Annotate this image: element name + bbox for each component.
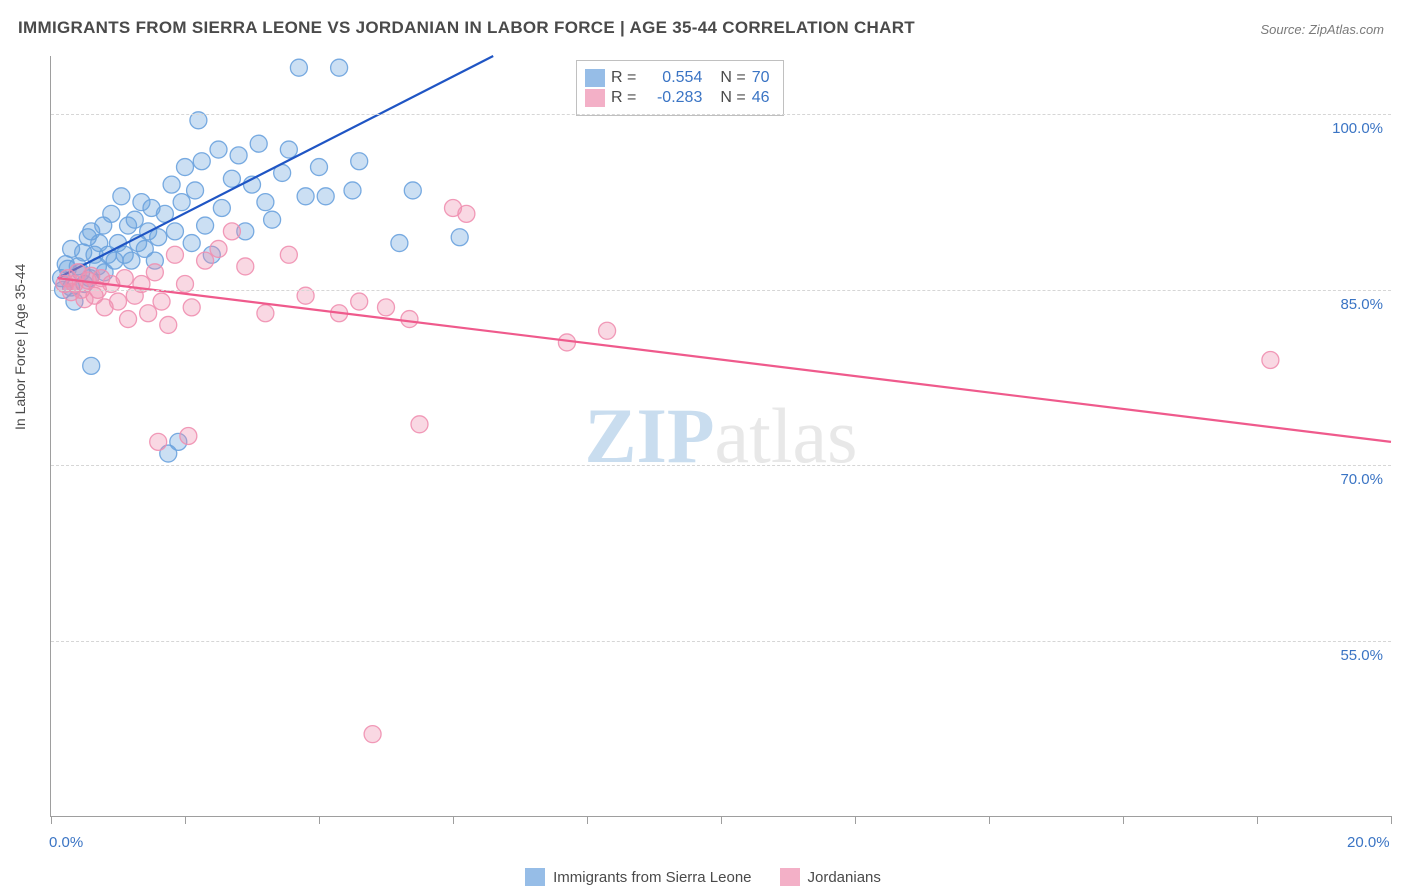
legend-label-series1: Immigrants from Sierra Leone [553,869,751,886]
y-axis-label: In Labor Force | Age 35-44 [12,264,28,430]
r-value-series1: 0.554 [642,69,702,87]
y-tick-label: 70.0% [1340,471,1383,488]
r-label: R = [611,89,636,107]
stats-row-series2: R = -0.283 N = 46 [585,89,769,107]
r-value-series2: -0.283 [642,89,702,107]
chart-svg [51,56,1391,816]
bottom-legend: Immigrants from Sierra Leone Jordanians [0,868,1406,886]
y-tick-label: 100.0% [1332,120,1383,137]
stats-row-series1: R = 0.554 N = 70 [585,69,769,87]
stats-legend: R = 0.554 N = 70 R = -0.283 N = 46 [576,60,784,116]
swatch-series1-bottom [525,868,545,886]
legend-label-series2: Jordanians [808,869,881,886]
r-label: R = [611,69,636,87]
n-value-series2: 46 [752,89,770,107]
y-tick-label: 55.0% [1340,647,1383,664]
n-label: N = [720,89,745,107]
source-attribution: Source: ZipAtlas.com [1260,22,1384,37]
swatch-series2-bottom [780,868,800,886]
y-tick-label: 85.0% [1340,296,1383,313]
n-label: N = [720,69,745,87]
swatch-series1 [585,69,605,87]
swatch-series2 [585,89,605,107]
n-value-series1: 70 [752,69,770,87]
legend-item-series2: Jordanians [780,868,881,886]
plot-area: ZIPatlas R = 0.554 N = 70 R = -0.283 N =… [50,56,1391,817]
legend-item-series1: Immigrants from Sierra Leone [525,868,751,886]
chart-title: IMMIGRANTS FROM SIERRA LEONE VS JORDANIA… [18,18,915,38]
x-tick-label: 20.0% [1347,834,1390,851]
x-tick-label: 0.0% [49,834,83,851]
